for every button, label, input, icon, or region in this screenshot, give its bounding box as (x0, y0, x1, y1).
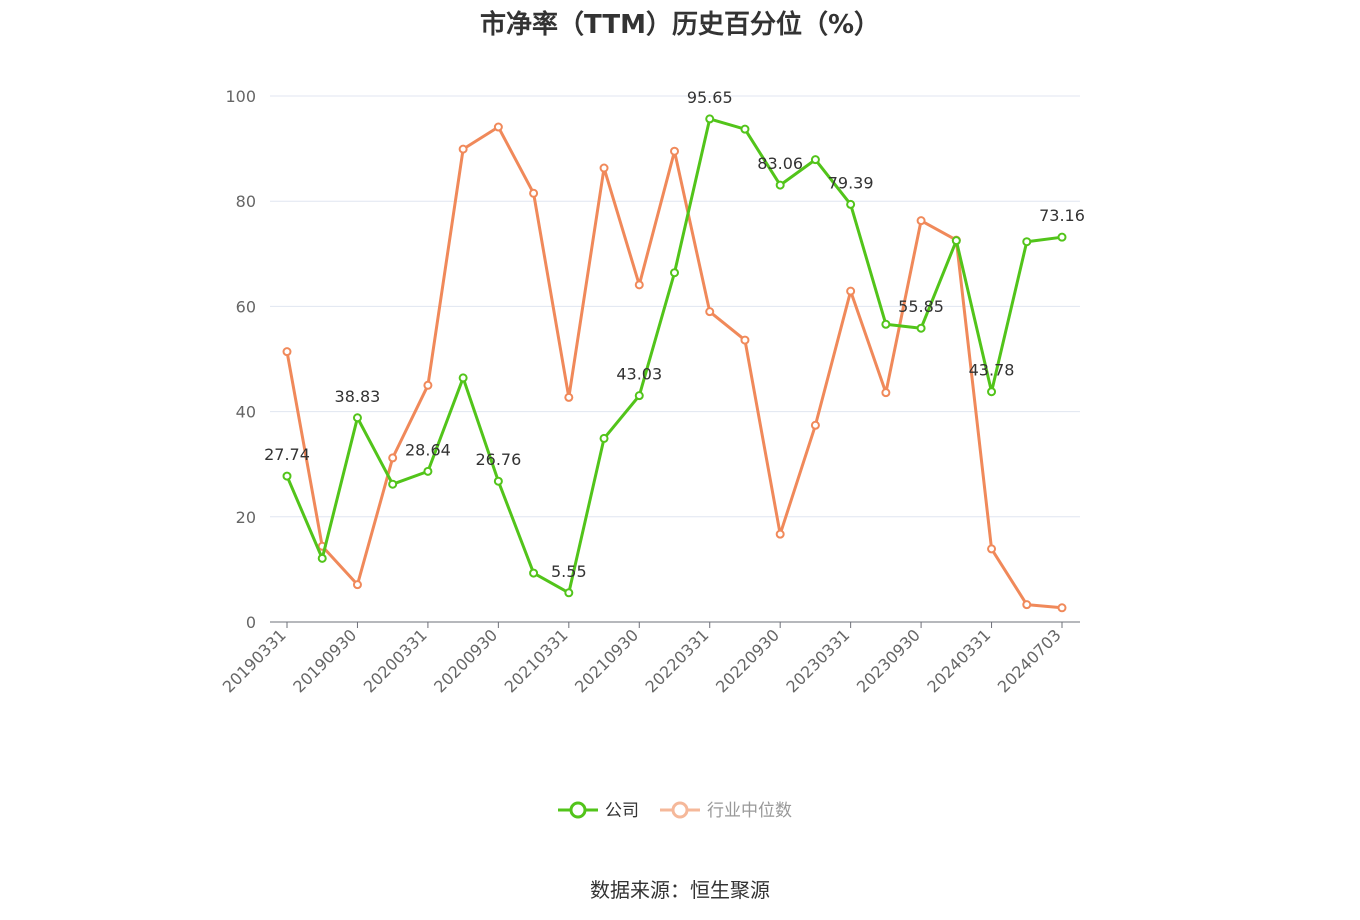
x-tick-label: 20190331 (219, 625, 290, 696)
data-label: 73.16 (1039, 206, 1085, 225)
data-point (352, 580, 362, 590)
data-point (388, 453, 398, 463)
data-point (458, 373, 468, 383)
series-lines (282, 114, 1067, 613)
x-tick-label: 20240331 (923, 625, 994, 696)
data-point (458, 144, 468, 154)
data-point (846, 199, 856, 209)
legend-label: 行业中位数 (707, 801, 792, 821)
data-source-note: 数据来源：恒生聚源 (590, 878, 770, 902)
data-point (493, 122, 503, 132)
data-point (987, 387, 997, 397)
data-point (881, 319, 891, 329)
data-point (529, 188, 539, 198)
data-point (987, 544, 997, 554)
x-tick-label: 20190930 (289, 625, 360, 696)
data-point (529, 568, 539, 578)
data-point (775, 529, 785, 539)
data-label: 38.83 (335, 387, 381, 406)
data-point (1057, 603, 1067, 613)
data-point (1022, 237, 1032, 247)
x-tick-label: 20200930 (430, 625, 501, 696)
data-point (670, 268, 679, 278)
x-tick-label: 20210331 (501, 625, 572, 696)
legend-marker-icon (671, 801, 689, 819)
legend[interactable]: 公司 行业中位数 (558, 801, 792, 821)
data-point (564, 588, 574, 598)
x-tick-label: 20210930 (571, 625, 642, 696)
data-point (810, 155, 820, 165)
data-point (423, 380, 433, 390)
data-point (388, 479, 398, 489)
data-label: 28.64 (405, 440, 451, 459)
data-label: 5.55 (551, 562, 587, 581)
x-tick-label: 20200331 (360, 625, 431, 696)
y-tick-label: 0 (246, 613, 256, 632)
data-label: 43.78 (969, 361, 1015, 380)
series-company (282, 114, 1067, 598)
data-point (951, 236, 961, 246)
data-label: 26.76 (475, 450, 521, 469)
data-point (599, 163, 609, 173)
legend-label: 公司 (605, 801, 639, 821)
data-point (599, 433, 609, 443)
data-label: 83.06 (757, 154, 803, 173)
data-point (634, 280, 644, 290)
data-point (423, 466, 433, 476)
data-point (916, 216, 926, 226)
x-tick-label: 20240703 (994, 625, 1065, 696)
y-tick-label: 100 (225, 87, 256, 106)
data-point (1022, 600, 1032, 610)
data-point (282, 347, 292, 357)
data-point (634, 391, 644, 401)
y-tick-label: 80 (236, 192, 256, 211)
data-point (810, 420, 820, 430)
legend-item-company[interactable]: 公司 (558, 801, 639, 821)
data-point (846, 286, 856, 296)
data-label: 95.65 (687, 88, 733, 107)
data-point (493, 476, 503, 486)
data-point (916, 323, 926, 333)
series-line (285, 117, 1063, 595)
data-labels: 27.74 38.83 28.64 26.76 5.55 43.03 95.65 83.06 7… (264, 88, 1085, 581)
x-tick-label: 20230331 (782, 625, 853, 696)
data-point (352, 413, 362, 423)
data-label: 55.85 (898, 297, 944, 316)
y-tick-label: 20 (236, 508, 256, 527)
data-point (705, 307, 715, 317)
data-point (740, 335, 750, 345)
data-label: 79.39 (828, 173, 874, 192)
legend-marker-icon (569, 801, 587, 819)
y-tick-label: 60 (236, 297, 256, 316)
legend-item-industry-median[interactable]: 行业中位数 (660, 801, 792, 821)
data-point (317, 553, 327, 563)
y-tick-label: 40 (236, 403, 256, 422)
data-point (881, 388, 891, 398)
x-tick-label: 20220331 (642, 625, 713, 696)
data-label: 43.03 (616, 365, 662, 384)
series-line (285, 125, 1063, 610)
data-point (705, 114, 715, 124)
series-industry-median (282, 122, 1067, 613)
x-tick-label: 20230930 (853, 625, 924, 696)
data-point (564, 392, 574, 402)
data-point (1057, 232, 1067, 242)
chart-title: 市净率（TTM）历史百分位（%） (480, 10, 880, 40)
gridlines (270, 95, 1080, 518)
data-point (740, 124, 750, 134)
x-tick-label: 20220930 (712, 625, 783, 696)
data-point (775, 180, 785, 190)
data-label: 27.74 (264, 445, 310, 464)
data-point (670, 146, 679, 156)
data-point (282, 471, 292, 481)
